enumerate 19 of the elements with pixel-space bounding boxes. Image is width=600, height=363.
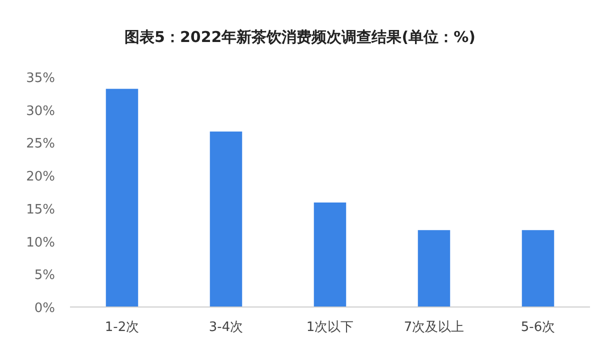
x-tick-label: 7次及以上 [404, 320, 464, 335]
x-tick-label: 1-2次 [104, 320, 140, 335]
x-tick-label: 5-6次 [520, 320, 556, 335]
bar [418, 230, 450, 307]
y-tick-label: 35% [26, 71, 55, 86]
bar [522, 230, 554, 307]
y-tick-label: 10% [26, 235, 55, 250]
x-tick-label: 1次以下 [306, 320, 354, 335]
bar [210, 132, 242, 307]
y-tick-label: 0% [34, 301, 55, 316]
chart-title: 图表5：2022年新茶饮消费频次调查结果(单位：%) [124, 28, 476, 46]
bar [314, 202, 346, 307]
bar [106, 88, 138, 307]
y-tick-label: 15% [26, 202, 55, 218]
y-tick-label: 30% [26, 104, 55, 119]
y-tick-label: 25% [26, 136, 55, 152]
x-tick-label: 3-4次 [208, 320, 244, 335]
y-tick-label: 20% [26, 170, 55, 185]
y-tick-label: 5% [34, 268, 55, 284]
